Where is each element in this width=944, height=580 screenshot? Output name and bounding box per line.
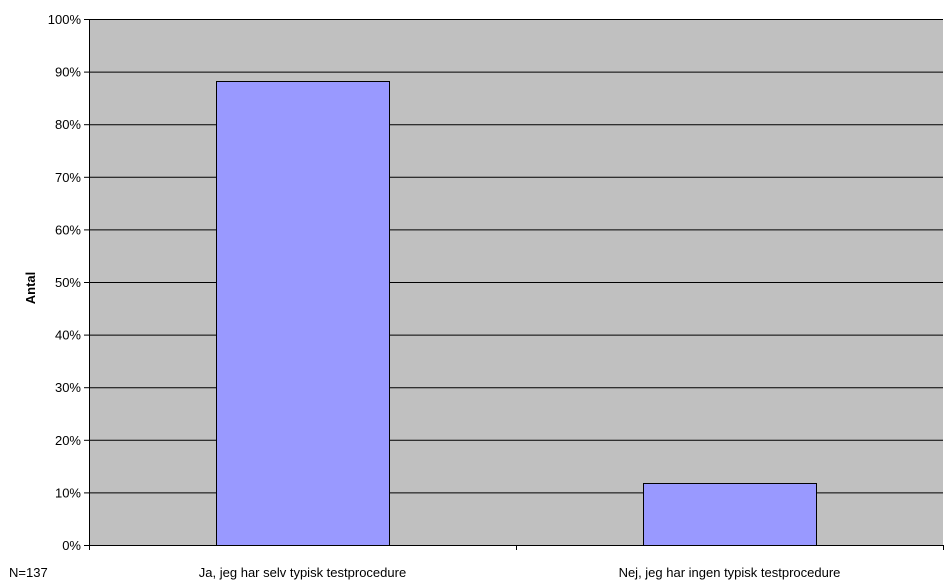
y-tick-label: 10% [55,485,81,500]
y-axis-title: Antal [23,272,38,305]
y-tick-label: 60% [55,222,81,237]
y-tick-label: 50% [55,275,81,290]
x-axis-ticks: Ja, jeg har selv typisk testprocedure Nej… [89,545,944,580]
bars [216,81,817,546]
y-tick-label: 20% [55,433,81,448]
x-category-label: Nej, jeg har ingen typisk testprocedure [619,565,841,580]
y-tick-label: 0% [62,538,81,553]
y-axis-ticks: 0% 10% 20% 30% 40% 50% 60% 70% 80% 90% 100% [48,12,89,553]
x-category-label: Ja, jeg har selv typisk testprocedure [199,565,406,580]
y-tick-label: 70% [55,170,81,185]
bar [216,81,390,546]
y-tick-label: 80% [55,117,81,132]
y-tick-label: 30% [55,380,81,395]
y-tick-label: 90% [55,65,81,80]
bar [643,483,817,546]
y-tick-label: 100% [48,12,82,27]
sample-size-note: N=137 [9,565,48,580]
y-tick-label: 40% [55,328,81,343]
